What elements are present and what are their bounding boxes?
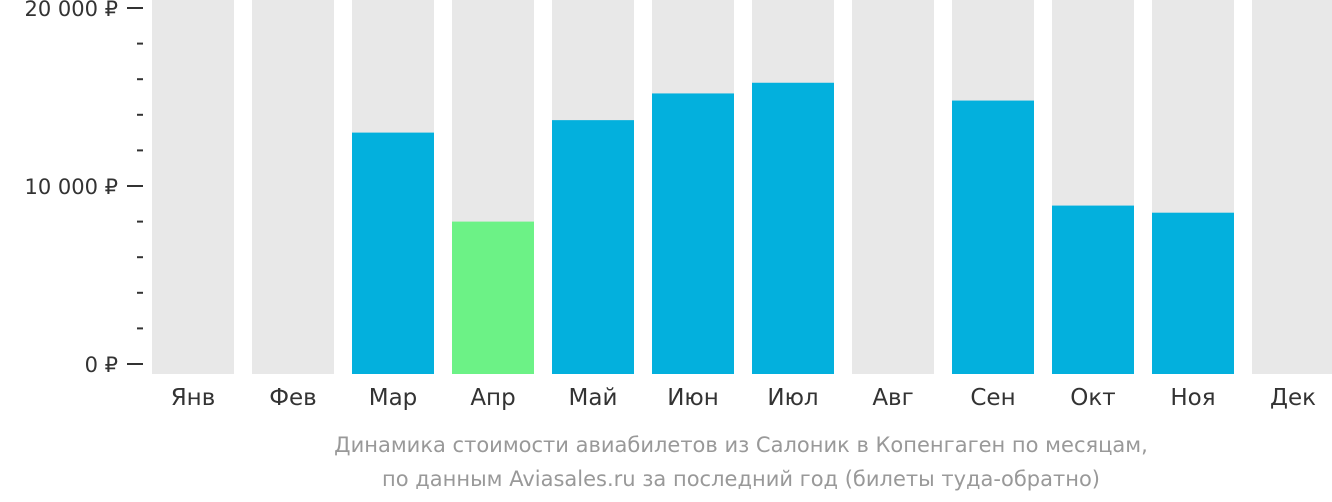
bar-5[interactable] (552, 120, 634, 374)
chart-caption-line-2: по данным Aviasales.ru за последний год … (382, 467, 1100, 491)
bars (352, 82, 1234, 374)
price-bar-chart: 0 ₽ 10 000 ₽ 20 000 ₽ Янв Фев Мар Апр Май Июн Ию… (24, 0, 1332, 411)
x-tick-label: Июн (667, 385, 719, 411)
bar-9[interactable] (952, 100, 1034, 374)
bar-4[interactable] (452, 221, 534, 374)
bar-10[interactable] (1052, 205, 1134, 374)
x-tick-label: Сен (970, 385, 1015, 411)
y-tick-label: 10 000 ₽ (24, 175, 118, 199)
y-axis: 0 ₽ 10 000 ₽ 20 000 ₽ (24, 0, 143, 377)
x-tick-label: Окт (1070, 385, 1115, 411)
x-tick-label: Мар (369, 385, 418, 411)
bar-11[interactable] (1152, 212, 1234, 374)
y-tick-label: 0 ₽ (85, 353, 118, 377)
bar-7[interactable] (752, 82, 834, 374)
x-tick-label: Июл (767, 385, 818, 411)
y-tick-label: 20 000 ₽ (24, 0, 118, 21)
x-tick-label: Май (569, 385, 618, 411)
bar-3[interactable] (352, 132, 434, 374)
background-bar-8 (852, 0, 934, 374)
x-tick-label: Ноя (1170, 385, 1215, 411)
chart-caption-line-1: Динамика стоимости авиабилетов из Салони… (334, 433, 1148, 457)
background-bar-12 (1252, 0, 1332, 374)
x-tick-label: Авг (872, 385, 913, 411)
bar-6[interactable] (652, 93, 734, 374)
x-axis: Янв Фев Мар Апр Май Июн Июл Авг Сен Окт Ноя Дек (171, 385, 1316, 411)
background-bar-2 (252, 0, 334, 374)
x-tick-label: Апр (470, 385, 515, 411)
background-bar-1 (152, 0, 234, 374)
x-tick-label: Фев (269, 385, 317, 411)
x-tick-label: Дек (1270, 385, 1316, 411)
x-tick-label: Янв (171, 385, 216, 411)
